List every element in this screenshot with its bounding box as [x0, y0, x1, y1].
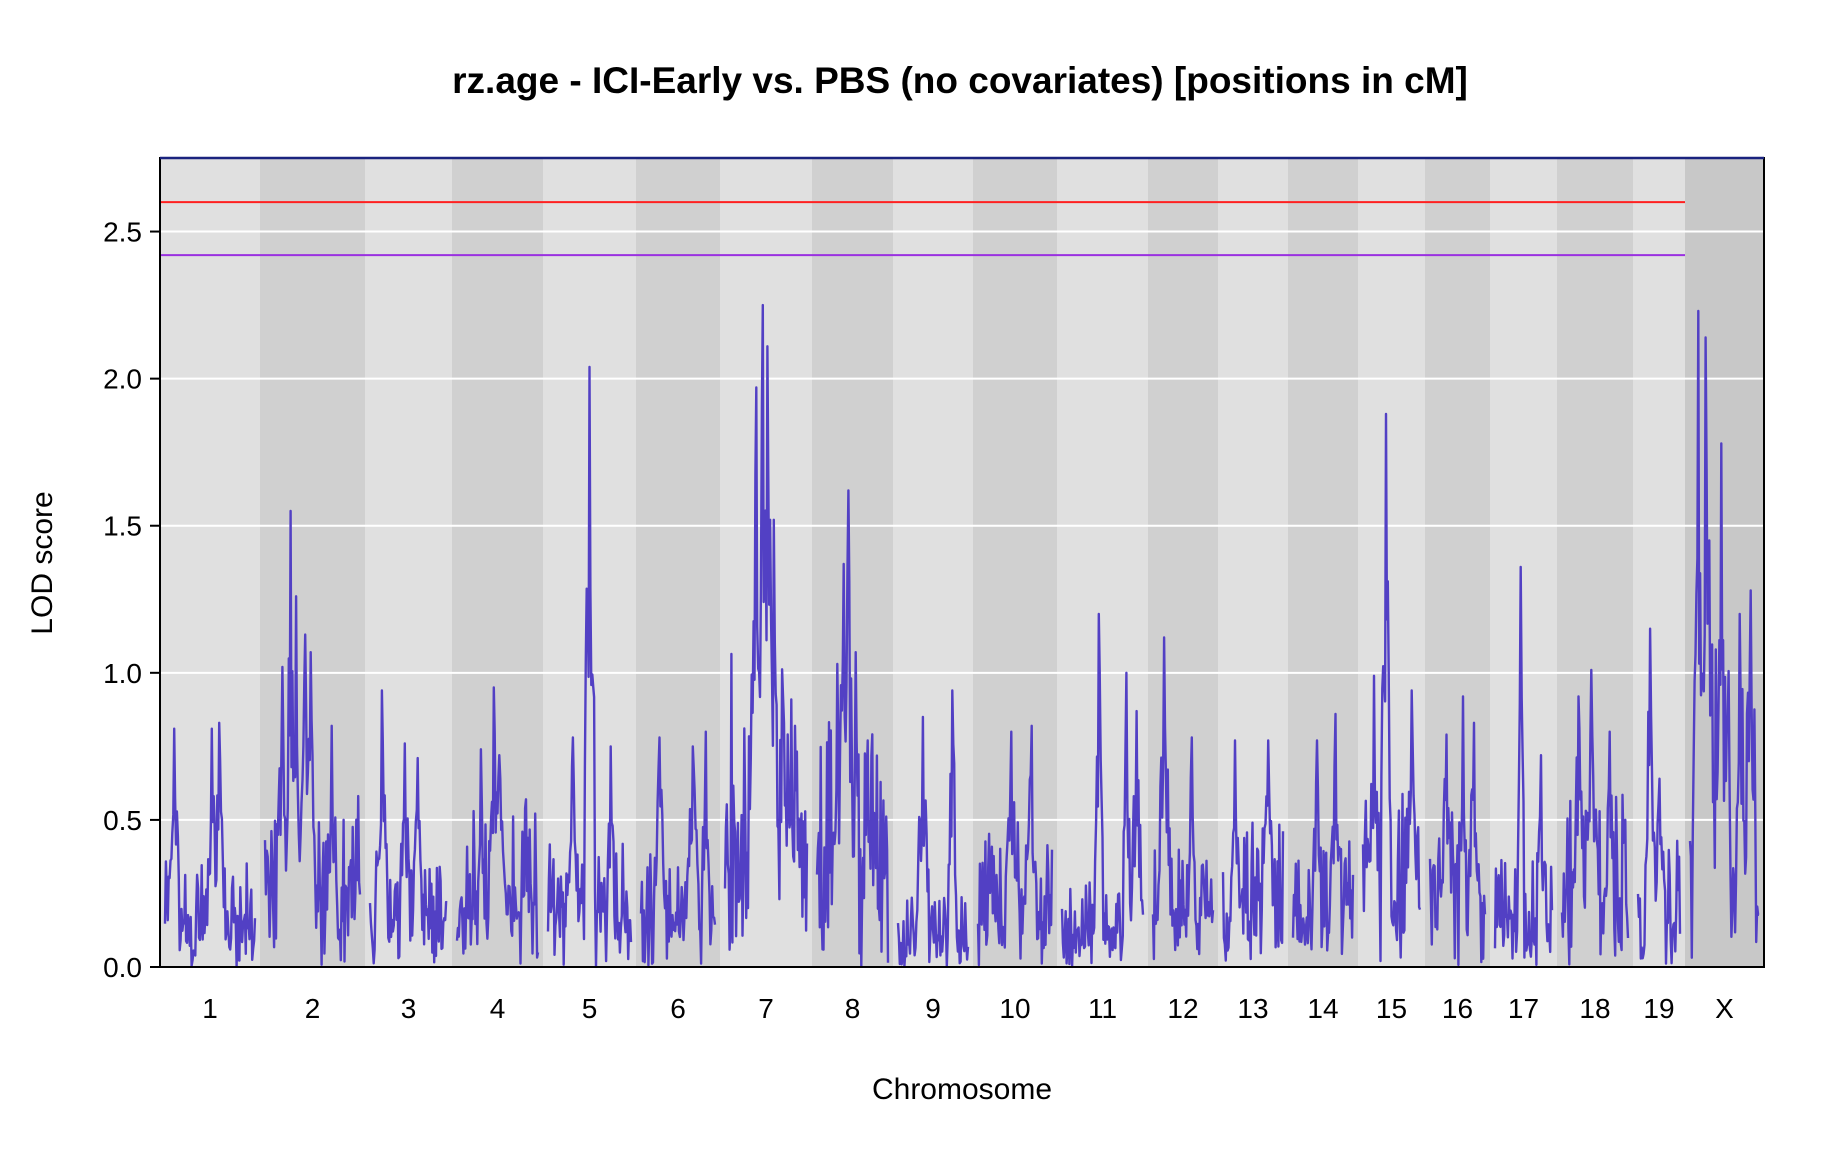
lod-trace-chr-15: [1361, 412, 1422, 963]
grid-lines: [160, 230, 1764, 821]
x-axis-title: Chromosome: [872, 1073, 1052, 1106]
x-tick-label-chr-9: 9: [925, 993, 941, 1024]
y-tick-label: 1.5: [103, 511, 142, 542]
threshold-lines: [160, 201, 1685, 257]
band-chr-19: [1633, 158, 1685, 967]
lod-trace-chr-2: [263, 509, 362, 966]
x-tick-label-chr-16: 16: [1442, 993, 1473, 1024]
y-tick-label: 1.0: [103, 658, 142, 689]
lod-trace-chr-8: [815, 489, 890, 968]
x-tick-label-chr-17: 17: [1508, 993, 1539, 1024]
x-tick-label-chr-15: 15: [1376, 993, 1407, 1024]
x-tick-label-chr-4: 4: [490, 993, 506, 1024]
lod-trace-chr-4: [455, 686, 540, 965]
x-tick-label-chr-7: 7: [758, 993, 774, 1024]
lod-series: [163, 303, 1760, 969]
lod-trace-chr-13: [1221, 739, 1285, 962]
lod-trace-chr-5: [546, 365, 633, 969]
y-axis: 0.0 0.5 1.0 1.5 2.0 2.5: [103, 217, 160, 983]
y-axis-title: LOD score: [26, 491, 59, 634]
x-tick-label-chr-X: X: [1715, 993, 1734, 1024]
lod-trace-chr-9: [896, 689, 970, 968]
lod-trace-chr-19: [1636, 627, 1682, 965]
lod-trace-chr-11: [1060, 612, 1145, 969]
lod-trace-chr-14: [1291, 712, 1355, 956]
chart-title: rz.age - ICI-Early vs. PBS (no covariate…: [452, 60, 1468, 101]
lod-trace-chr-10: [976, 724, 1054, 967]
lod-trace-chr-X: [1688, 309, 1760, 959]
y-tick-label: 0.5: [103, 805, 142, 836]
x-tick-label-chr-18: 18: [1579, 993, 1610, 1024]
lod-trace-chr-1: [163, 721, 257, 968]
y-tick-label: 0.0: [103, 952, 142, 983]
lod-trace-chr-18: [1560, 668, 1630, 966]
band-chr-4: [452, 158, 543, 967]
lod-trace-chr-6: [639, 730, 717, 967]
band-chr-16: [1425, 158, 1490, 967]
x-tick-label-chr-6: 6: [670, 993, 686, 1024]
lod-trace-chr-3: [368, 689, 448, 965]
x-tick-label-chr-14: 14: [1307, 993, 1338, 1024]
lod-trace-chr-12: [1151, 636, 1215, 961]
lod-trace-chr-17: [1493, 565, 1554, 966]
band-chr-9: [893, 158, 973, 967]
band-chr-12: [1148, 158, 1218, 967]
x-tick-label-chr-2: 2: [305, 993, 321, 1024]
band-chr-14: [1288, 158, 1358, 967]
x-tick-label-chr-10: 10: [999, 993, 1030, 1024]
x-tick-label-chr-8: 8: [845, 993, 861, 1024]
x-tick-label-chr-19: 19: [1643, 993, 1674, 1024]
x-tick-label-chr-12: 12: [1167, 993, 1198, 1024]
y-tick-label: 2.5: [103, 217, 142, 248]
y-tick-label: 2.0: [103, 364, 142, 395]
x-tick-label-chr-11: 11: [1088, 993, 1117, 1024]
x-tick-label-chr-13: 13: [1237, 993, 1268, 1024]
x-tick-label-chr-3: 3: [401, 993, 417, 1024]
x-axis: 1 2 3 4 5 6 7 8 9 10 11 12 13 14 15 16 17 18 19 X: [202, 993, 1734, 1024]
x-tick-label-chr-5: 5: [582, 993, 598, 1024]
lod-trace-chr-7: [723, 303, 809, 951]
x-tick-label-chr-1: 1: [202, 993, 218, 1024]
lod-trace-chr-16: [1428, 695, 1487, 967]
